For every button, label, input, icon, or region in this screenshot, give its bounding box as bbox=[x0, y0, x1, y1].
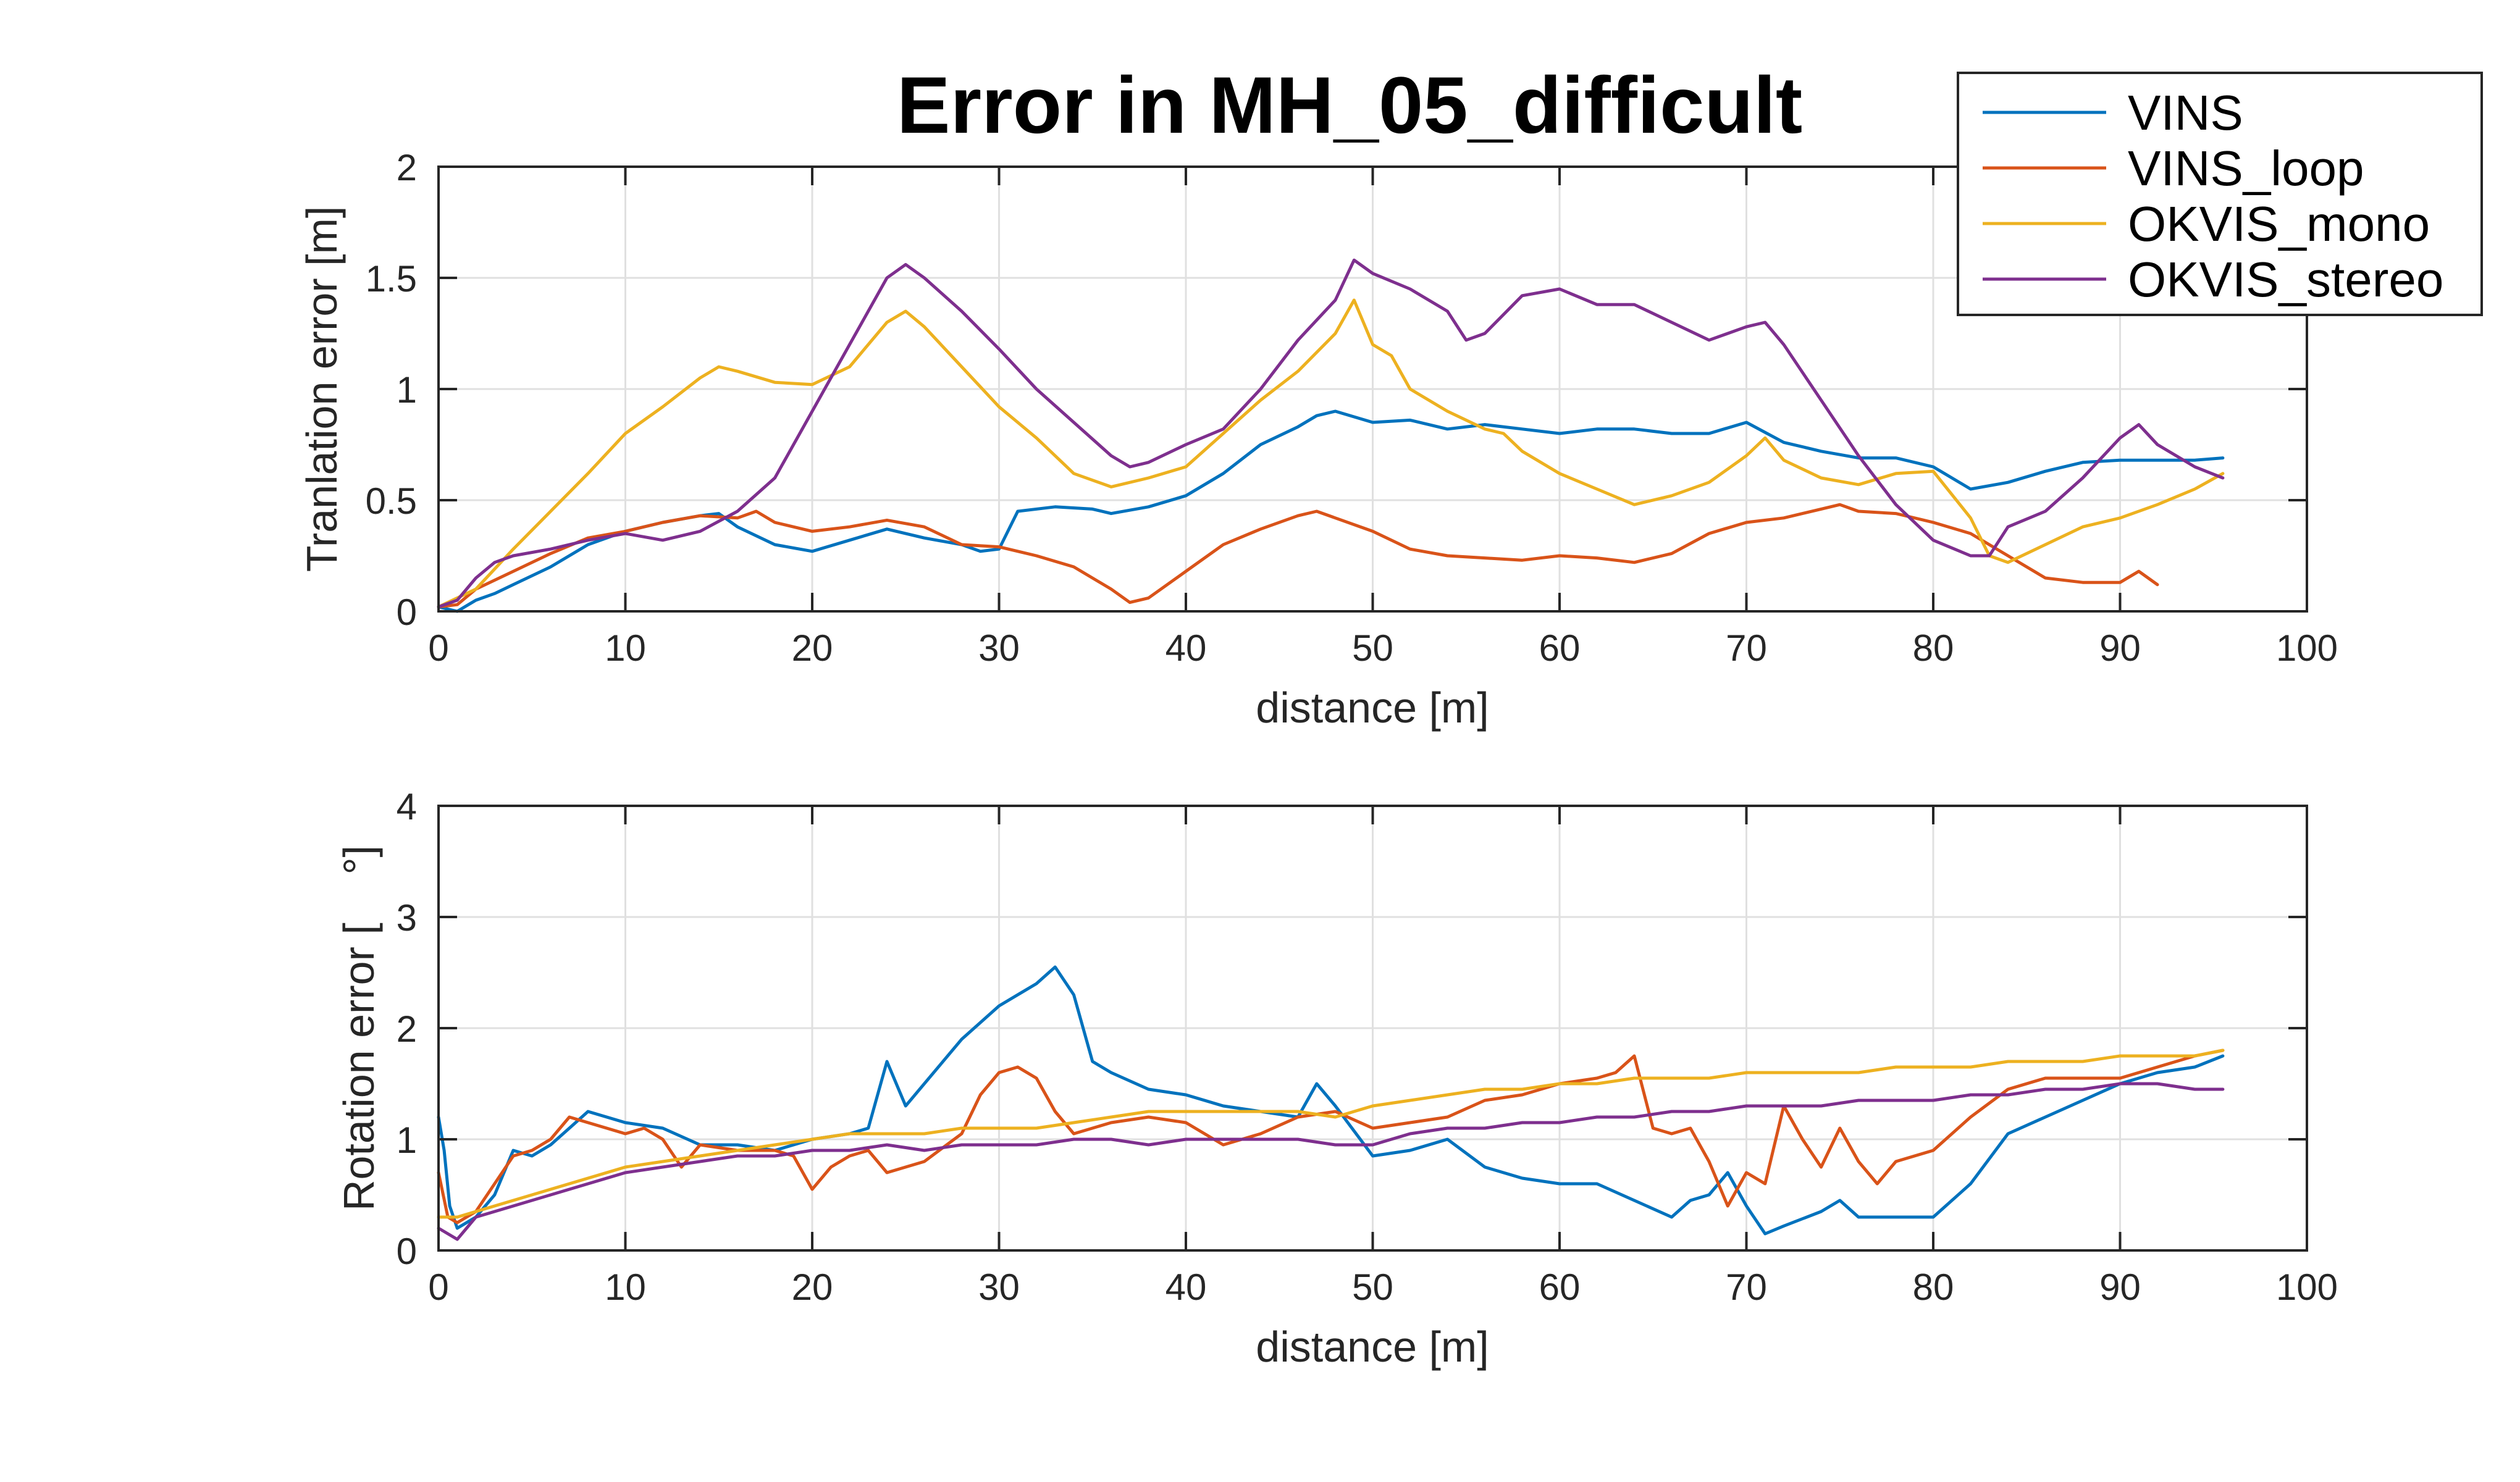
translation-ticks: 0 10 20 30 40 50 60 70 80 90 100 0 0.5 1 1.5 2 bbox=[366, 147, 2338, 669]
rotation-xlabel: distance [m] bbox=[1256, 1323, 1489, 1371]
translation-xtick-label: 30 bbox=[978, 627, 1020, 669]
rotation-series-okvis-mono bbox=[437, 1049, 2225, 1219]
legend-label-okvis-mono: OKVIS_mono bbox=[2128, 196, 2430, 251]
translation-xtick-label: 20 bbox=[792, 627, 833, 669]
rotation-series-okvis-stereo bbox=[437, 1082, 2225, 1241]
translation-xtick-label: 80 bbox=[1913, 627, 1954, 669]
rotation-xtick-label: 10 bbox=[605, 1266, 646, 1308]
rotation-xtick-label: 60 bbox=[1539, 1266, 1581, 1308]
translation-xtick-label: 40 bbox=[1166, 627, 1207, 669]
translation-ytick-label: 1 bbox=[397, 369, 417, 411]
translation-series-okvis-stereo bbox=[437, 258, 2225, 609]
rotation-ylabel: Rotation error [ °] bbox=[335, 845, 383, 1211]
rotation-xtick-label: 90 bbox=[2099, 1266, 2141, 1308]
translation-error-panel: 0 10 20 30 40 50 60 70 80 90 100 0 0.5 1 1.5 2 distance… bbox=[298, 147, 2338, 732]
rotation-xtick-label: 80 bbox=[1913, 1266, 1954, 1308]
translation-xtick-label: 0 bbox=[428, 627, 448, 669]
rotation-xtick-label: 100 bbox=[2276, 1266, 2338, 1308]
translation-xlabel: distance [m] bbox=[1256, 684, 1489, 732]
rotation-ytick-label: 1 bbox=[397, 1120, 417, 1161]
rotation-xtick-label: 50 bbox=[1352, 1266, 1393, 1308]
rotation-xtick-label: 70 bbox=[1726, 1266, 1767, 1308]
rotation-xtick-label: 30 bbox=[978, 1266, 1020, 1308]
legend-label-okvis-stereo: OKVIS_stereo bbox=[2128, 252, 2443, 307]
rotation-xtick-label: 0 bbox=[428, 1266, 448, 1308]
rotation-ytick-label: 0 bbox=[397, 1231, 417, 1272]
translation-ytick-label: 0.5 bbox=[366, 480, 417, 522]
rotation-series-vins bbox=[437, 965, 2225, 1236]
translation-xtick-label: 90 bbox=[2099, 627, 2141, 669]
translation-ytick-label: 1.5 bbox=[366, 258, 417, 299]
rotation-ytick-label: 2 bbox=[397, 1008, 417, 1050]
rotation-series-group bbox=[437, 965, 2225, 1241]
rotation-series-vins-loop bbox=[437, 1049, 2225, 1225]
translation-xtick-label: 50 bbox=[1352, 627, 1393, 669]
translation-xtick-label: 70 bbox=[1726, 627, 1767, 669]
rotation-xtick-label: 40 bbox=[1166, 1266, 1207, 1308]
translation-xtick-label: 10 bbox=[605, 627, 646, 669]
translation-ylabel: Tranlation error [m] bbox=[298, 206, 346, 572]
legend-label-vins: VINS bbox=[2128, 85, 2243, 140]
translation-xtick-label: 60 bbox=[1539, 627, 1581, 669]
rotation-ytick-label: 4 bbox=[397, 786, 417, 827]
rotation-xtick-label: 20 bbox=[792, 1266, 833, 1308]
figure-title: Error in MH_05_difficult bbox=[897, 60, 1802, 150]
legend-label-vins-loop: VINS_loop bbox=[2128, 141, 2364, 196]
translation-ytick-label: 0 bbox=[397, 592, 417, 633]
translation-xtick-label: 100 bbox=[2276, 627, 2338, 669]
rotation-error-panel: 0 10 20 30 40 50 60 70 80 90 100 0 1 2 3 4 distance [m]… bbox=[335, 786, 2338, 1371]
translation-series-okvis-mono bbox=[437, 298, 2225, 609]
translation-ytick-label: 2 bbox=[397, 147, 417, 188]
translation-series-group bbox=[437, 258, 2225, 613]
rotation-ticks: 0 10 20 30 40 50 60 70 80 90 100 0 1 2 3 4 bbox=[397, 786, 2338, 1308]
rotation-ytick-label: 3 bbox=[397, 897, 417, 939]
